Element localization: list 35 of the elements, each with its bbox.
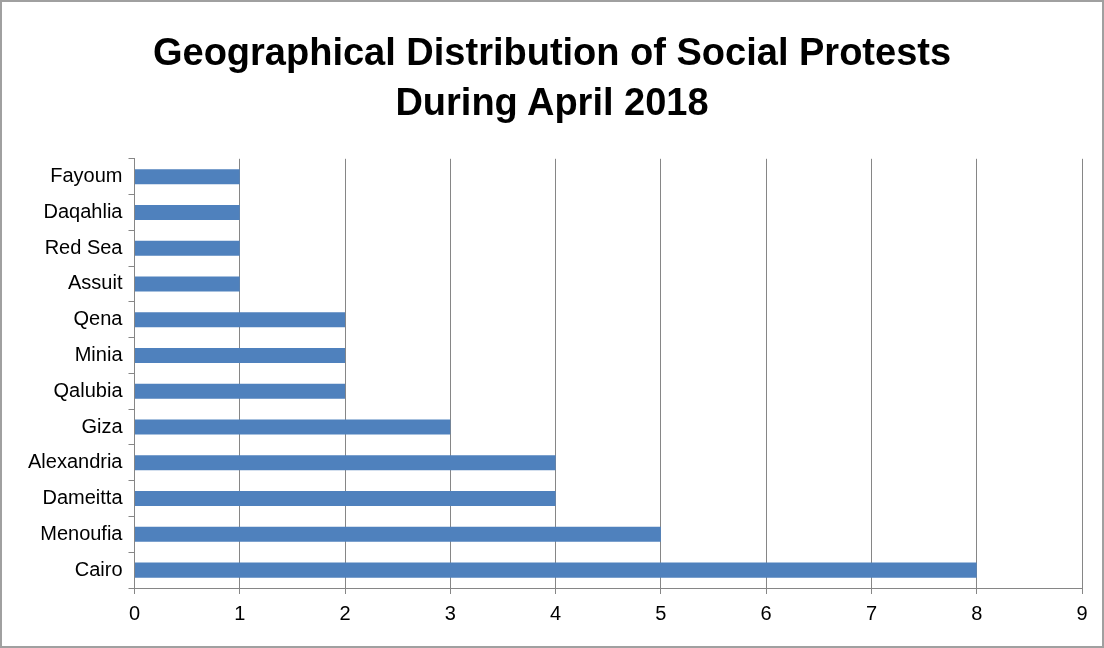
bar xyxy=(135,312,346,328)
bar xyxy=(135,455,556,471)
y-tick-label: Menoufia xyxy=(40,521,124,544)
y-tick-label: Cairo xyxy=(74,557,123,580)
x-tick-label: 9 xyxy=(1076,601,1088,624)
bar xyxy=(135,526,661,542)
bar xyxy=(135,169,240,185)
chart-title: Geographical Distribution of Social Protests During April 2018 xyxy=(152,31,952,123)
bar xyxy=(135,204,240,220)
x-tick-label: 8 xyxy=(971,601,983,624)
y-tick-label: Assuit xyxy=(68,271,123,294)
bar xyxy=(135,276,240,292)
y-tick-label: Daqahlia xyxy=(43,199,124,222)
bar xyxy=(135,491,556,507)
x-tick-label: 5 xyxy=(655,601,667,624)
y-tick-label: Red Sea xyxy=(44,235,124,258)
x-tick-label: 7 xyxy=(865,601,878,624)
bar xyxy=(135,383,346,399)
y-tick-label: Qalubia xyxy=(53,378,124,401)
y-tick-label: Dameitta xyxy=(42,486,124,509)
bar xyxy=(135,240,240,256)
y-tick-label: Fayoum xyxy=(50,164,123,187)
bar xyxy=(135,562,977,578)
x-tick-label: 2 xyxy=(339,601,351,624)
x-tick-label: 0 xyxy=(128,601,141,624)
x-tick-label: 1 xyxy=(234,601,246,624)
y-tick-label: Minia xyxy=(74,343,124,366)
y-tick-label: Alexandria xyxy=(27,450,124,473)
bar xyxy=(135,419,451,435)
x-tick-label: 4 xyxy=(550,601,562,624)
x-tick-label: 6 xyxy=(760,601,772,624)
y-tick-label: Qena xyxy=(73,307,124,330)
y-tick-label: Giza xyxy=(81,414,124,437)
x-tick-label: 3 xyxy=(444,601,456,624)
bar xyxy=(135,348,346,364)
